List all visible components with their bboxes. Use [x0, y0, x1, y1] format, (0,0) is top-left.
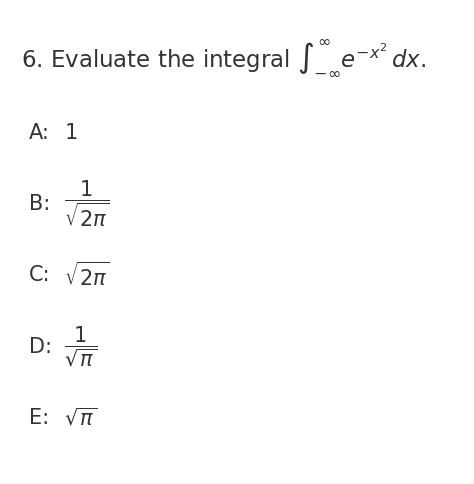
Text: B:: B:: [29, 194, 50, 214]
Text: $\dfrac{1}{\sqrt{\pi}}$: $\dfrac{1}{\sqrt{\pi}}$: [64, 324, 97, 369]
Text: 6. Evaluate the integral $\int_{-\infty}^{\infty} e^{-x^2}\, dx$.: 6. Evaluate the integral $\int_{-\infty}…: [21, 37, 426, 78]
Text: $\sqrt{\pi}$: $\sqrt{\pi}$: [64, 407, 97, 429]
Text: $1$: $1$: [64, 122, 77, 143]
Text: D:: D:: [29, 337, 52, 357]
Text: $\dfrac{1}{\sqrt{2\pi}}$: $\dfrac{1}{\sqrt{2\pi}}$: [64, 179, 109, 229]
Text: C:: C:: [29, 265, 50, 285]
Text: $\sqrt{2\pi}$: $\sqrt{2\pi}$: [64, 261, 109, 289]
Text: A:: A:: [29, 122, 50, 143]
Text: E:: E:: [29, 408, 49, 428]
